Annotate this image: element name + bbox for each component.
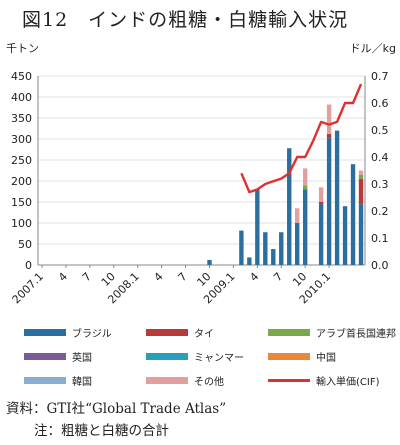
legend-swatch	[146, 377, 188, 384]
y2-tick-label: 0.5	[371, 124, 389, 137]
y-tick-label: 50	[18, 238, 32, 251]
y2-tick-label: 0.7	[371, 70, 389, 83]
y-tick-label: 100	[11, 217, 32, 230]
bars	[207, 104, 364, 265]
y-tick-label: 400	[11, 91, 32, 104]
bar-brazil	[318, 204, 324, 265]
legend-item-uk: 英国	[24, 349, 92, 364]
legend: ブラジル タイ アラブ首長国連邦英国 ミャンマー 中国韓国 その他 輸入単価(CIF)	[24, 325, 400, 389]
bar-uae	[302, 185, 308, 190]
chart-title: 図12 インドの粗糖・白糖輸入状況	[22, 9, 349, 31]
legend-item-uae: アラブ首長国連邦	[268, 325, 396, 340]
bar-brazil	[350, 164, 356, 265]
y2-tick-label: 0.0	[371, 259, 389, 272]
x-tick-label: 7	[80, 270, 94, 284]
y-tick-label: 0	[25, 259, 32, 272]
bar-thai	[326, 133, 332, 139]
legend-swatch	[268, 379, 310, 382]
y2-tick-label: 0.3	[371, 178, 389, 191]
y2-tick-label: 0.2	[371, 205, 389, 218]
legend-item-myanmar: ミャンマー	[146, 349, 244, 364]
y-tick-label: 250	[11, 154, 32, 167]
bar-other	[302, 168, 308, 186]
legend-label: その他	[194, 377, 224, 388]
price-line-layer	[240, 83, 363, 194]
bar-thai	[358, 178, 364, 205]
legend-swatch	[146, 353, 188, 360]
bar-uae	[358, 174, 364, 179]
bar-brazil	[247, 257, 252, 265]
bar-brazil	[302, 189, 308, 265]
bar-brazil	[358, 204, 364, 265]
y2-tick-label: 0.4	[371, 151, 389, 164]
y-tick-label: 350	[11, 112, 32, 125]
legend-item-price: 輸入単価(CIF)	[268, 373, 380, 388]
x-tick-label: 4	[247, 270, 261, 284]
x-tick-label: 4	[56, 270, 70, 284]
bar-brazil	[279, 232, 284, 265]
legend-swatch	[24, 353, 66, 360]
legend-swatch	[268, 353, 310, 360]
x-tick-label: 7	[271, 270, 285, 284]
legend-item-brazil: ブラジル	[24, 325, 112, 340]
bar-brazil	[334, 130, 340, 265]
source-note: 資料：GTI社“Global Trade Atlas”	[6, 401, 227, 417]
x-tick-label: 4	[152, 270, 166, 284]
bar-brazil	[326, 138, 332, 265]
legend-swatch	[268, 329, 310, 336]
bar-other	[358, 170, 364, 175]
bar-other	[326, 104, 332, 134]
x-tick-label: 2007.1	[10, 270, 46, 306]
legend-label: 韓国	[72, 377, 92, 388]
y-tick-label: 200	[11, 175, 32, 188]
legend-label: 輸入単価(CIF)	[316, 377, 380, 388]
legend-label: アラブ首長国連邦	[316, 329, 396, 340]
bar-other	[295, 208, 300, 223]
legend-item-thai: タイ	[146, 325, 214, 340]
right-axis-unit: ドル／kg	[349, 42, 396, 55]
bar-brazil	[295, 223, 300, 265]
legend-label: ブラジル	[72, 329, 112, 340]
axes	[37, 75, 366, 268]
chart-area: 0 50 100 150 200 250 300 350 400 450 0.0 0.1 0.2 0.3 0…	[10, 70, 389, 306]
bar-thai	[318, 202, 324, 205]
x-tick-label: 7	[176, 270, 190, 284]
legend-label: 英国	[72, 353, 92, 364]
bar-other	[318, 187, 324, 202]
bar-brazil	[255, 189, 260, 265]
notes: 資料：GTI社“Global Trade Atlas” 注：粗糖と白糖の合計	[6, 398, 226, 442]
y2-tick-label: 0.6	[371, 97, 389, 110]
y2-tick-label: 0.1	[371, 232, 389, 245]
bar-brazil	[342, 206, 348, 265]
legend-swatch	[146, 329, 188, 336]
legend-label: 中国	[316, 353, 336, 364]
remark-note: 注：粗糖と白糖の合計	[34, 423, 169, 439]
tick-labels: 0 50 100 150 200 250 300 350 400 450 0.0 0.1 0.2 0.3 0…	[10, 70, 389, 306]
legend-item-china: 中国	[268, 349, 336, 364]
legend-swatch	[24, 329, 66, 336]
left-axis-unit: 千トン	[6, 42, 39, 55]
legend-label: ミャンマー	[194, 353, 244, 364]
bar-brazil	[263, 232, 268, 265]
bar-brazil	[239, 230, 244, 265]
legend-swatch	[24, 377, 66, 384]
legend-item-korea: 韓国	[24, 373, 92, 388]
legend-label: タイ	[194, 329, 214, 340]
bar-brazil	[207, 259, 212, 265]
y-tick-label: 450	[11, 70, 32, 83]
bar-brazil	[271, 249, 276, 265]
bar-brazil	[287, 148, 292, 265]
legend-item-other: その他	[146, 373, 224, 388]
y-tick-label: 300	[11, 133, 32, 146]
y-tick-label: 150	[11, 196, 32, 209]
price-line	[240, 83, 363, 194]
